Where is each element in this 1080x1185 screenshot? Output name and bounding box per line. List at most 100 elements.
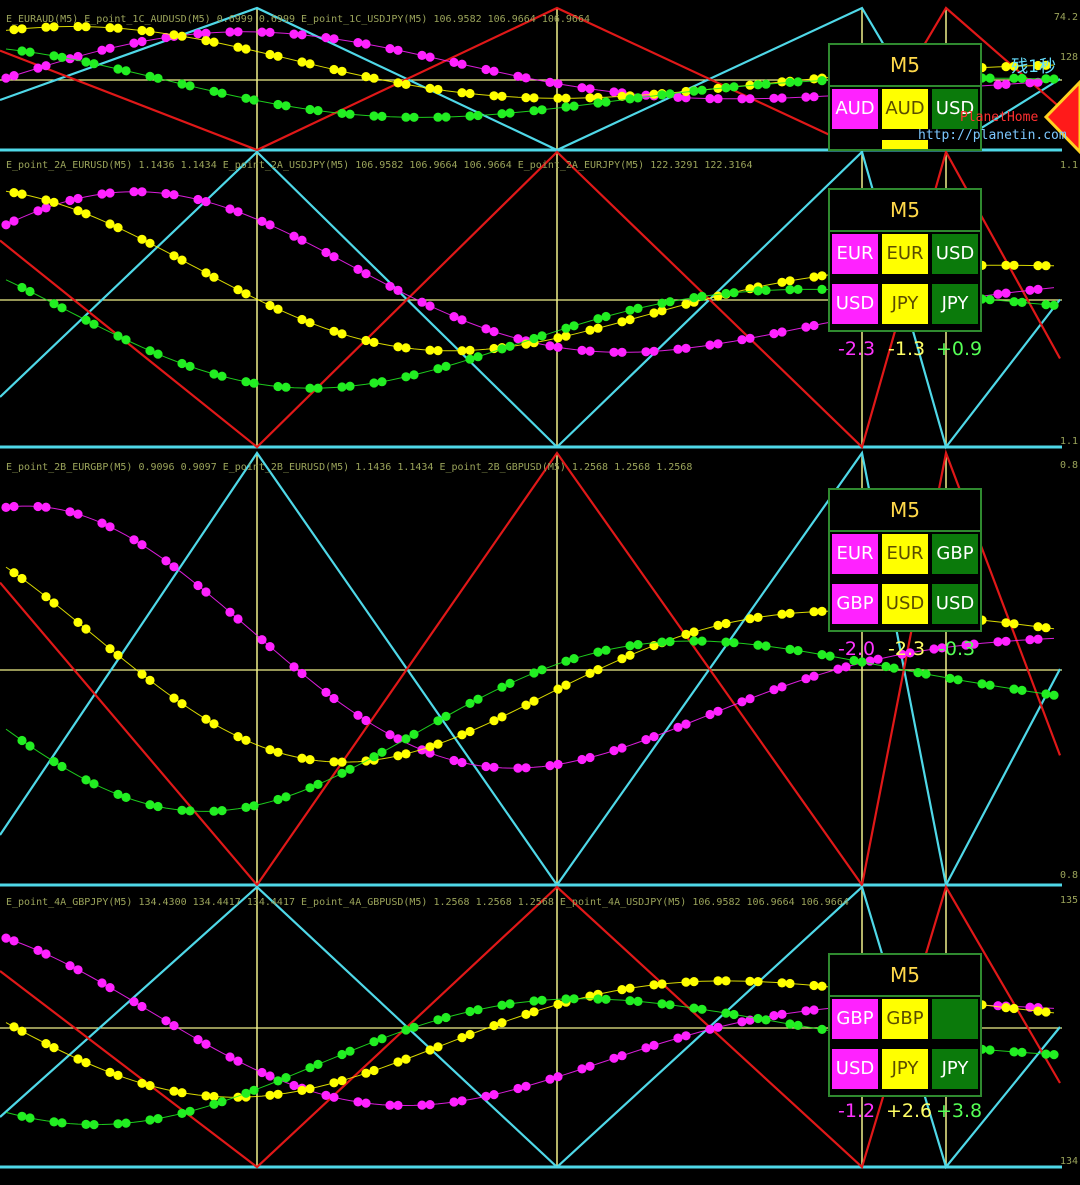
panel-1c-magenta-dot bbox=[393, 45, 403, 55]
panel-2b-yellow-dot bbox=[81, 624, 91, 634]
panel-2b-magenta-dot bbox=[553, 759, 563, 770]
panel-2a-yellow-dot bbox=[137, 234, 147, 244]
panel-1c-magenta-dot bbox=[449, 57, 459, 67]
panel-2b-magenta-dot bbox=[385, 730, 395, 740]
panel-2b-green-dot bbox=[753, 640, 763, 650]
panel-2a-yellow-dot bbox=[1041, 261, 1051, 271]
panel-1c-green-dot bbox=[145, 71, 155, 81]
panel-4a-yellow-dot bbox=[273, 1089, 283, 1099]
panel-2a-yellow-dot bbox=[649, 308, 659, 318]
panel-4a-magenta-dot bbox=[737, 1017, 747, 1027]
panel-4a-yellow-dot bbox=[433, 1042, 443, 1052]
panel-2b-green-dot bbox=[345, 764, 355, 774]
panel-2a-score-2: -1.3 bbox=[888, 338, 926, 360]
panel-4a-yellow-dot bbox=[777, 978, 787, 988]
panel-2a-green-dot bbox=[57, 303, 67, 313]
panel-4a-magenta-dot bbox=[201, 1039, 211, 1049]
panel-2b-green-dot bbox=[985, 680, 995, 690]
panel-2b-cell-r2-c: USD bbox=[932, 584, 978, 624]
panel-1c-axis-mid: 128 bbox=[1059, 52, 1078, 63]
panel-1c-magenta-dot bbox=[193, 29, 203, 39]
panel-1c-cell-b: AUD bbox=[882, 89, 928, 129]
panel-4a-green-dot bbox=[121, 1118, 131, 1128]
panel-2a-yellow-dot bbox=[329, 326, 339, 336]
panel-4a-magenta-dot bbox=[321, 1090, 331, 1100]
panel-4a-green-dot bbox=[473, 1005, 483, 1015]
panel-4a-yellow-dot bbox=[465, 1029, 475, 1040]
panel-4a-yellow-dot bbox=[489, 1021, 499, 1031]
panel-4a-green-dot bbox=[985, 1045, 995, 1055]
panel-1c-green-dot bbox=[49, 51, 59, 61]
panel-4a-yellow-dot bbox=[681, 977, 691, 987]
panel-2a-red-zigzag bbox=[0, 149, 1061, 450]
panel-1c-yellow-dot bbox=[497, 91, 507, 101]
panel-2a-magenta-dot bbox=[457, 315, 467, 325]
panel-1c-green-dot bbox=[753, 80, 763, 90]
panel-1c-magenta-dot bbox=[1033, 77, 1043, 87]
panel-4a-magenta-dot bbox=[649, 1040, 659, 1050]
panel-2b-yellow-dot bbox=[1009, 619, 1019, 629]
panel-1c-yellow-dot bbox=[465, 88, 475, 99]
panel-2a-green-dot bbox=[633, 303, 643, 313]
panel-1c-yellow-dot bbox=[81, 22, 91, 32]
panel-2b-magenta-dot bbox=[233, 614, 243, 624]
panel-2a-green-dot bbox=[401, 372, 411, 382]
panel-2a-green-dot bbox=[601, 311, 611, 322]
panel-2a-magenta-dot bbox=[1033, 284, 1043, 294]
panel-2a-yellow-dot bbox=[273, 304, 283, 314]
panel-2b-magenta-dot bbox=[9, 501, 19, 512]
panel-4a-green-dot bbox=[1049, 1050, 1059, 1060]
panel-1c-magenta-dot bbox=[577, 83, 587, 93]
panel-1c-green-dot bbox=[473, 110, 483, 121]
panel-1c-green-dot bbox=[177, 79, 187, 89]
panel-1c-magenta-dot bbox=[417, 50, 427, 61]
panel-1c-magenta-dot bbox=[9, 71, 19, 81]
panel-2b-magenta-dot bbox=[649, 732, 659, 742]
panel-1c-yellow-dot bbox=[113, 23, 123, 33]
panel-2b-green-dot bbox=[217, 806, 227, 816]
panel-4a-box: M5 GBP GBP USD JPY JPY bbox=[828, 953, 982, 1097]
panel-2a-yellow-dot bbox=[1001, 260, 1011, 270]
panel-4a-axis-bottom: 134 bbox=[1059, 1156, 1078, 1167]
panel-1c-green-dot bbox=[217, 88, 227, 98]
panel-4a-yellow-dot bbox=[41, 1039, 51, 1049]
panel-1c-yellow-dot bbox=[777, 77, 787, 87]
panel-2b-green-dot bbox=[465, 698, 475, 709]
panel-1c-yellow-dot bbox=[337, 66, 347, 76]
panel-2b-yellow-dot bbox=[113, 650, 123, 660]
panel-1c-yellow-dot bbox=[169, 30, 179, 40]
panel-2b-yellow-dot bbox=[49, 598, 59, 608]
panel-1c-yellow-dot bbox=[361, 72, 371, 82]
panel-2a-yellow-dot bbox=[593, 323, 603, 333]
panel-2a-green-dot bbox=[497, 344, 507, 354]
panel-2b-green-dot bbox=[401, 734, 411, 744]
panel-4a-green-dot bbox=[337, 1049, 347, 1060]
panel-1c-magenta-dot bbox=[129, 38, 139, 48]
panel-2b-green-dot bbox=[305, 783, 315, 793]
panel-2a-magenta-dot bbox=[353, 264, 363, 274]
panel-2a-magenta-dot bbox=[9, 216, 19, 226]
panel-4a-green-dot bbox=[593, 994, 603, 1004]
panel-2a-magenta-dot bbox=[649, 346, 659, 356]
panel-1c-green-dot bbox=[153, 73, 163, 83]
panel-1c-green-dot bbox=[409, 112, 419, 122]
panel-1c-magenta-dot bbox=[513, 71, 523, 81]
panel-1c-green-dot bbox=[657, 90, 667, 100]
panel-4a-green-dot bbox=[625, 996, 635, 1006]
panel-1c-green-dot bbox=[505, 108, 515, 118]
panel-4a-yellow-dot bbox=[497, 1018, 507, 1028]
panel-2a-yellow-dot bbox=[41, 195, 51, 205]
panel-1c-magenta-dot bbox=[801, 92, 811, 102]
panel-4a-magenta-dot bbox=[65, 961, 75, 971]
panel-2a-cell-r1-b: EUR bbox=[882, 234, 928, 274]
panel-2a-green-dot bbox=[153, 349, 163, 359]
panel-2b-green-dot bbox=[409, 729, 419, 740]
panel-2b-yellow-dot bbox=[177, 699, 187, 709]
panel-1c-green-dot bbox=[601, 97, 611, 107]
panel-2a-green-dot bbox=[761, 285, 771, 295]
panel-2a-magenta-dot bbox=[169, 190, 179, 200]
panel-2b-magenta-dot bbox=[201, 587, 211, 597]
panel-4a-yellow-dot bbox=[809, 980, 819, 991]
panel-2b-yellow-dot bbox=[425, 742, 435, 752]
panel-2b-cell-r2-b: USD bbox=[882, 584, 928, 624]
